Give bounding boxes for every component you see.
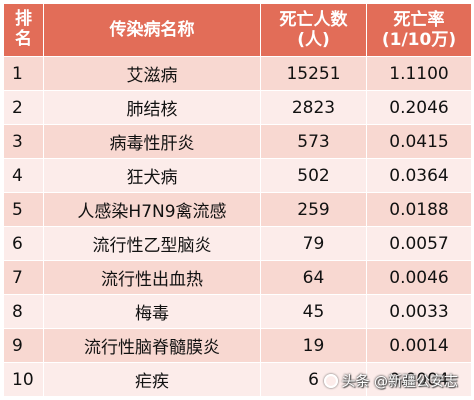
death-rate-cell: 0.0188 [366,192,472,227]
rank-cell: 6 [3,226,44,261]
table-row: 10 疟疾 6 0.0004 [3,362,472,397]
death-rate-cell: 0.0033 [366,294,472,329]
disease-name-cell: 肺结核 [43,90,261,125]
death-rate-header: 死亡率 (1/10万) [366,3,472,57]
table-row: 1 艾滋病 15251 1.1100 [3,56,472,91]
rank-header: 排名 [3,3,44,57]
disease-name-cell: 病毒性肝炎 [43,124,261,159]
deaths-cell: 15251 [260,56,367,91]
table-row: 5 人感染H7N9禽流感 259 0.0188 [3,192,472,227]
rank-cell: 3 [3,124,44,159]
death-rate-cell: 0.0415 [366,124,472,159]
death-rate-cell: 0.0046 [366,260,472,295]
rank-cell: 4 [3,158,44,193]
disease-death-table: 排名 传染病名称 死亡人数 (人) 死亡率 (1/10万) 1 艾滋病 15251 1.1… [3,3,472,397]
deaths-cell: 6 [260,362,367,397]
death-rate-cell: 0.2046 [366,90,472,125]
table-row: 3 病毒性肝炎 573 0.0415 [3,124,472,159]
table-body: 1 艾滋病 15251 1.1100 2 肺结核 2823 0.2046 3 病毒性肝炎 573 0.… [3,56,472,397]
rank-cell: 7 [3,260,44,295]
rank-cell: 2 [3,90,44,125]
table-row: 9 流行性脑脊髓膜炎 19 0.0014 [3,328,472,363]
disease-name-header: 传染病名称 [43,3,261,57]
disease-name-cell: 人感染H7N9禽流感 [43,192,261,227]
table-row: 2 肺结核 2823 0.2046 [3,90,472,125]
deaths-cell: 45 [260,294,367,329]
table-header: 排名 传染病名称 死亡人数 (人) 死亡率 (1/10万) [3,3,472,57]
deaths-cell: 2823 [260,90,367,125]
disease-name-cell: 流行性脑脊髓膜炎 [43,328,261,363]
death-rate-cell: 0.0004 [366,362,472,397]
disease-name-cell: 疟疾 [43,362,261,397]
death-rate-cell: 0.0057 [366,226,472,261]
deaths-cell: 79 [260,226,367,261]
death-rate-cell: 0.0364 [366,158,472,193]
deaths-header: 死亡人数 (人) [260,3,367,57]
watermark: 头条 @新疆公安志 [323,371,458,391]
disease-name-cell: 狂犬病 [43,158,261,193]
rank-cell: 10 [3,362,44,397]
deaths-cell: 573 [260,124,367,159]
rank-cell: 8 [3,294,44,329]
watermark-text: 头条 @新疆公安志 [341,374,458,390]
death-rate-cell: 1.1100 [366,56,472,91]
disease-name-cell: 梅毒 [43,294,261,329]
disease-name-cell: 流行性乙型脑炎 [43,226,261,261]
deaths-cell: 64 [260,260,367,295]
table-row: 6 流行性乙型脑炎 79 0.0057 [3,226,472,261]
deaths-cell: 502 [260,158,367,193]
circle-logo-icon [323,374,338,388]
deaths-cell: 19 [260,328,367,363]
rank-cell: 1 [3,56,44,91]
deaths-cell: 259 [260,192,367,227]
disease-name-cell: 艾滋病 [43,56,261,91]
rank-cell: 5 [3,192,44,227]
table-row: 7 流行性出血热 64 0.0046 [3,260,472,295]
disease-name-cell: 流行性出血热 [43,260,261,295]
disease-death-table-container: 排名 传染病名称 死亡人数 (人) 死亡率 (1/10万) 1 艾滋病 15251 1.1… [3,3,472,397]
table-row: 8 梅毒 45 0.0033 [3,294,472,329]
header-row: 排名 传染病名称 死亡人数 (人) 死亡率 (1/10万) [3,3,472,57]
table-row: 4 狂犬病 502 0.0364 [3,158,472,193]
death-rate-cell: 0.0014 [366,328,472,363]
rank-cell: 9 [3,328,44,363]
